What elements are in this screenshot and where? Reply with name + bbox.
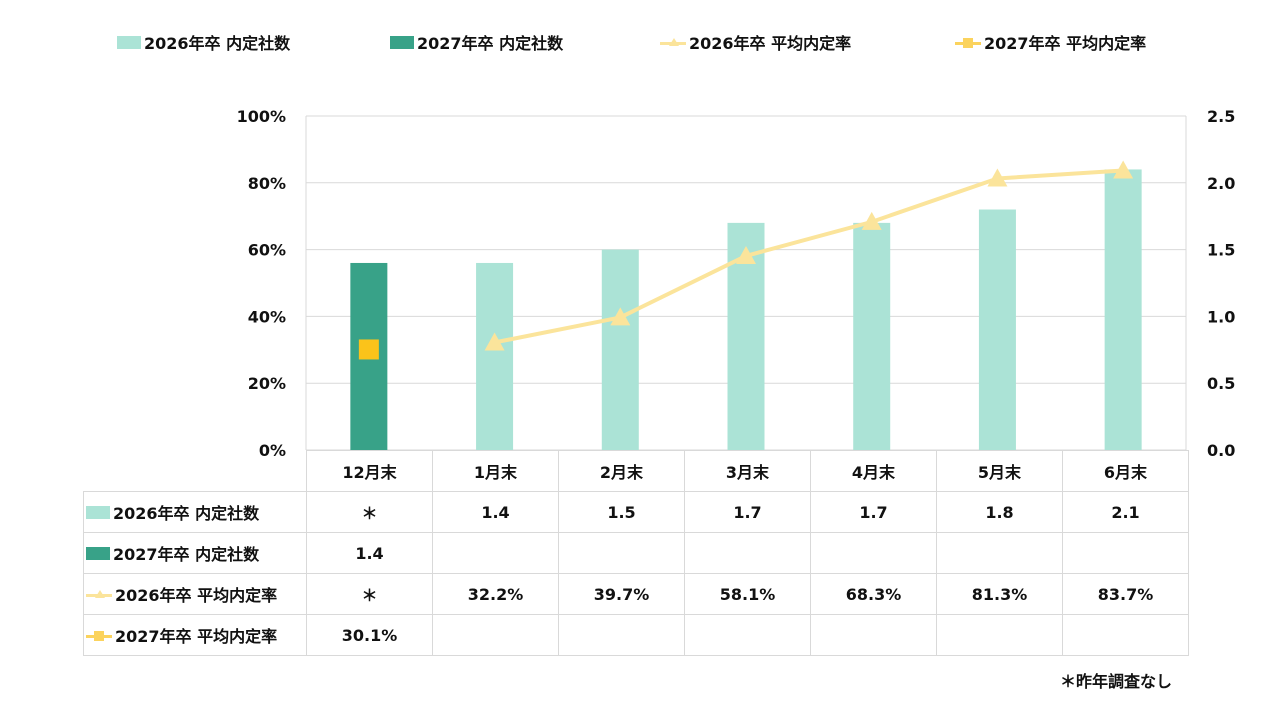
right-axis-tick-label: 0.0 xyxy=(1207,441,1235,460)
table-cell: 58.1% xyxy=(684,573,811,615)
table-cell xyxy=(936,614,1063,656)
table-cell: 81.3% xyxy=(936,573,1063,615)
table-cell: ＊ xyxy=(306,491,433,533)
triangle-marker xyxy=(1113,160,1134,179)
table-header-row: 12月末 1月末 2月末 3月末 4月末 5月末 6月末 xyxy=(83,450,1189,492)
table-header-cell: 3月末 xyxy=(684,450,811,492)
legend-item-2027-rate: 2027年卒 平均内定率 xyxy=(955,30,1146,54)
table-cell xyxy=(810,532,937,574)
table-cell: 68.3% xyxy=(810,573,937,615)
table-cell: 83.7% xyxy=(1062,573,1189,615)
table-cell: 2.1 xyxy=(1062,491,1189,533)
legend-label: 2027年卒 平均内定率 xyxy=(984,34,1147,53)
right-axis-tick-label: 1.0 xyxy=(1207,307,1235,326)
table-cell xyxy=(1062,614,1189,656)
table-header-cell: 6月末 xyxy=(1062,450,1189,492)
legend-item-2026-offers: 2026年卒 内定社数 xyxy=(117,30,290,54)
triangle-marker xyxy=(610,307,631,326)
table-row: 2027年卒 平均内定率 30.1% xyxy=(83,614,1189,656)
table-row: 2027年卒 内定社数 1.4 xyxy=(83,532,1189,574)
row-label-cell: 2026年卒 内定社数 xyxy=(83,491,307,533)
lines xyxy=(358,160,1134,360)
table-row: 2026年卒 内定社数 ＊ 1.4 1.5 1.7 1.7 1.8 2.1 xyxy=(83,491,1189,533)
left-axis-tick-label: 20% xyxy=(248,374,286,393)
triangle-icon xyxy=(86,588,112,601)
legend-label: 2026年卒 内定社数 xyxy=(144,34,291,53)
row-label: 2027年卒 平均内定率 xyxy=(115,627,278,646)
right-axis-tick-label: 1.5 xyxy=(1207,241,1235,260)
row-label-cell: 2027年卒 内定社数 xyxy=(83,532,307,574)
bar-swatch-icon xyxy=(86,546,110,560)
data-table: 12月末 1月末 2月末 3月末 4月末 5月末 6月末 2026年卒 内定社数… xyxy=(83,450,1189,656)
table-cell xyxy=(684,532,811,574)
table-cell xyxy=(558,532,685,574)
row-label: 2026年卒 内定社数 xyxy=(113,504,260,523)
triangle-marker xyxy=(736,245,756,264)
row-label-cell: 2027年卒 平均内定率 xyxy=(83,614,307,656)
table-cell: 1.4 xyxy=(432,491,559,533)
legend-swatch-icon xyxy=(390,35,414,49)
table-row: 2026年卒 平均内定率 ＊ 32.2% 39.7% 58.1% 68.3% 8… xyxy=(83,573,1189,615)
legend-label: 2026年卒 平均内定率 xyxy=(689,34,852,53)
legend-item-2026-rate: 2026年卒 平均内定率 xyxy=(660,30,851,54)
triangle-marker xyxy=(861,211,882,230)
table-cell: 1.7 xyxy=(810,491,937,533)
bar xyxy=(1104,169,1142,450)
table-header-cell: 5月末 xyxy=(936,450,1063,492)
left-axis-ticks: 0%20%40%60%80%100% xyxy=(237,107,286,460)
table-cell: 30.1% xyxy=(306,614,433,656)
square-icon xyxy=(955,36,981,49)
square-marker xyxy=(358,339,379,360)
table-cell: 1.4 xyxy=(306,532,433,574)
right-axis-tick-label: 0.5 xyxy=(1207,374,1235,393)
left-axis-tick-label: 80% xyxy=(248,174,286,193)
chart-legend: 2026年卒 内定社数 2027年卒 内定社数 2026年卒 平均内定率 202… xyxy=(0,30,1280,62)
row-label-cell: 2026年卒 平均内定率 xyxy=(83,573,307,615)
right-axis-tick-label: 2.0 xyxy=(1207,174,1235,193)
table-corner xyxy=(83,450,307,492)
table-header-cell: 1月末 xyxy=(432,450,559,492)
bars xyxy=(350,169,1142,450)
row-label: 2026年卒 平均内定率 xyxy=(115,586,278,605)
row-label: 2027年卒 内定社数 xyxy=(113,545,260,564)
table-cell: 1.5 xyxy=(558,491,685,533)
table-cell xyxy=(810,614,937,656)
table-cell: 39.7% xyxy=(558,573,685,615)
triangle-marker xyxy=(484,332,505,351)
table-cell: 32.2% xyxy=(432,573,559,615)
triangle-icon xyxy=(660,36,686,49)
left-axis-tick-label: 40% xyxy=(248,307,286,326)
table-header-cell: 12月末 xyxy=(306,450,433,492)
bar xyxy=(476,262,514,450)
bar xyxy=(601,249,639,450)
right-axis-tick-label: 2.5 xyxy=(1207,107,1235,126)
footnote: ＊昨年調査なし xyxy=(1059,672,1172,691)
legend-swatch-icon xyxy=(117,35,141,49)
bar xyxy=(853,222,891,450)
series-line xyxy=(494,168,1124,345)
left-axis-tick-label: 60% xyxy=(248,241,286,260)
bar-swatch-icon xyxy=(86,505,110,519)
table-header-cell: 4月末 xyxy=(810,450,937,492)
table-header-cell: 2月末 xyxy=(558,450,685,492)
bar xyxy=(978,209,1016,450)
triangle-marker xyxy=(987,168,1008,187)
legend-label: 2027年卒 内定社数 xyxy=(417,34,564,53)
table-cell: 1.7 xyxy=(684,491,811,533)
table-cell: ＊ xyxy=(306,573,433,615)
square-icon xyxy=(86,629,112,642)
left-axis-tick-label: 100% xyxy=(237,107,286,126)
table-cell xyxy=(432,532,559,574)
legend-item-2027-offers: 2027年卒 内定社数 xyxy=(390,30,563,54)
table-cell xyxy=(1062,532,1189,574)
table-cell xyxy=(936,532,1063,574)
table-cell xyxy=(684,614,811,656)
table-cell: 1.8 xyxy=(936,491,1063,533)
right-axis-ticks: 0.0 0.5 1.0 1.5 2.0 2.5 xyxy=(1207,107,1235,460)
table-cell xyxy=(558,614,685,656)
table-cell xyxy=(432,614,559,656)
